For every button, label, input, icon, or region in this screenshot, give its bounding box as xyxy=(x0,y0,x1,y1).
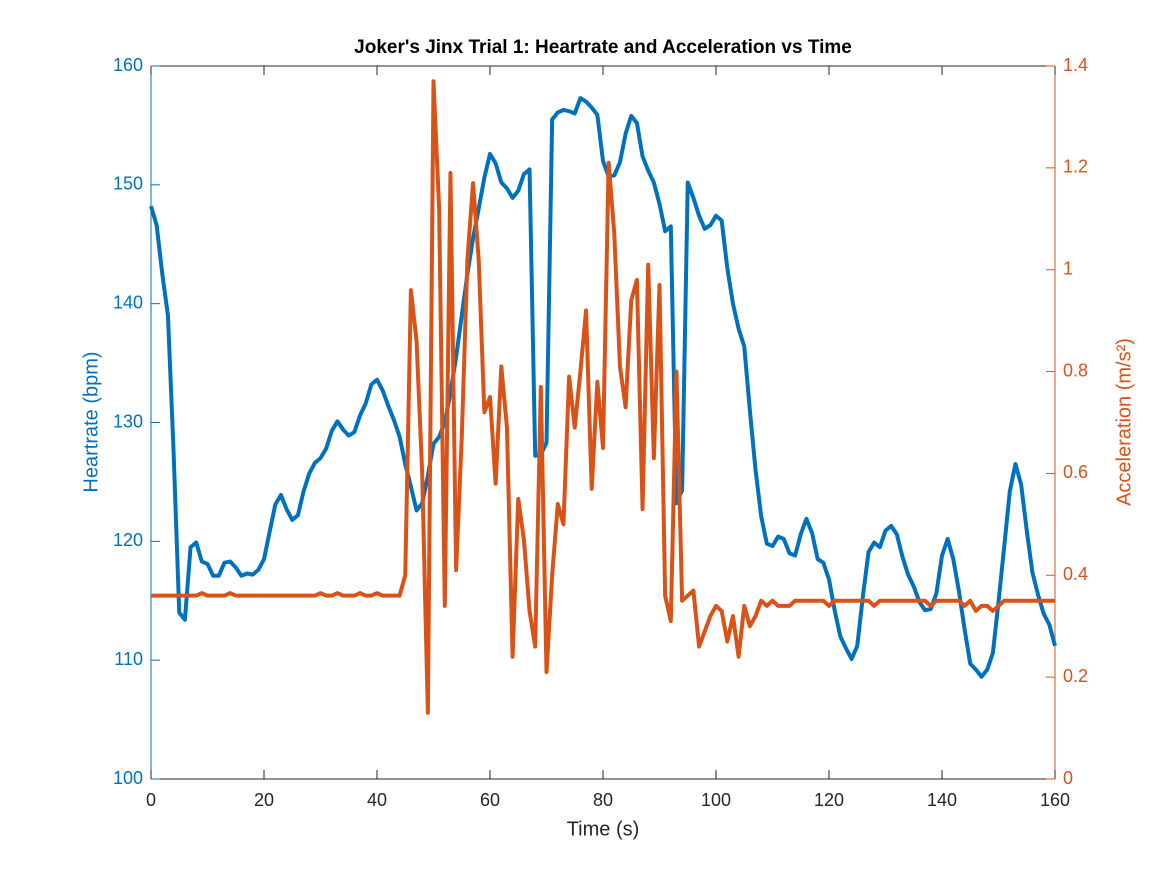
y2-tick-label: 1.4 xyxy=(1063,55,1088,75)
y2-tick-label: 0.4 xyxy=(1063,564,1088,584)
y2-tick-label: 0.6 xyxy=(1063,462,1088,482)
x-axis-label: Time (s) xyxy=(567,818,640,840)
x-tick-label: 80 xyxy=(593,790,613,810)
y-tick-label: 130 xyxy=(113,411,143,431)
x-tick-label: 140 xyxy=(927,790,957,810)
y-tick-label: 100 xyxy=(113,768,143,788)
y-tick-label: 120 xyxy=(113,530,143,550)
x-tick-label: 100 xyxy=(701,790,731,810)
y-tick-label: 140 xyxy=(113,292,143,312)
y2-axis-label: Acceleration (m/s²) xyxy=(1113,338,1135,506)
x-tick-label: 40 xyxy=(367,790,387,810)
y2-tick-label: 0 xyxy=(1063,768,1073,788)
y-tick-label: 110 xyxy=(114,649,143,669)
data-line xyxy=(149,96,1057,679)
x-tick-label: 120 xyxy=(814,790,844,810)
y-tick-label: 150 xyxy=(113,174,143,194)
data-line xyxy=(151,79,1055,715)
y-tick-label: 160 xyxy=(113,55,143,75)
y-axis-label: Heartrate (bpm) xyxy=(80,351,102,492)
y2-tick-label: 1.2 xyxy=(1063,157,1088,177)
y2-tick-label: 1 xyxy=(1063,258,1073,278)
y2-tick-label: 0.2 xyxy=(1063,666,1088,686)
x-tick-label: 60 xyxy=(480,790,500,810)
y2-tick-label: 0.8 xyxy=(1063,360,1088,380)
x-tick-label: 20 xyxy=(254,790,274,810)
x-tick-label: 0 xyxy=(146,790,156,810)
chart-title: Joker's Jinx Trial 1: Heartrate and Acce… xyxy=(354,37,852,58)
x-tick-label: 160 xyxy=(1040,790,1070,810)
